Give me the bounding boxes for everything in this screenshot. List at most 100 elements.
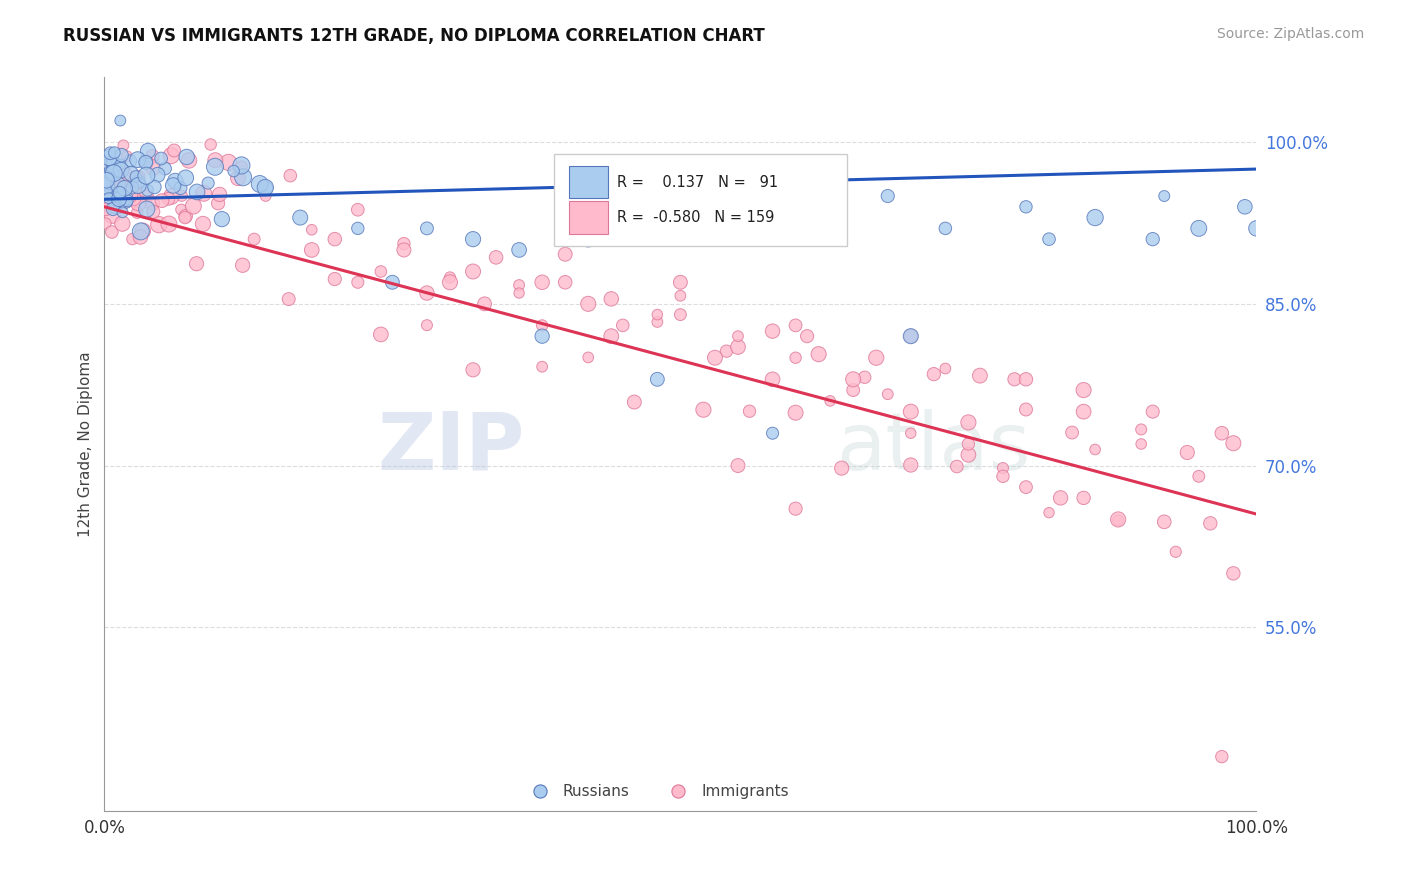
Point: [170, 188, 193, 202]
Point: [1084, 442, 1107, 457]
Point: [1084, 211, 1107, 225]
Point: [222, 164, 245, 178]
Point: [900, 404, 922, 418]
Point: [991, 469, 1014, 483]
Point: [94, 202, 117, 217]
Point: [176, 150, 198, 164]
Point: [226, 171, 249, 186]
Point: [96, 177, 118, 191]
Point: [143, 180, 166, 194]
Point: [97, 182, 120, 196]
Point: [1015, 480, 1038, 494]
Point: [97, 191, 120, 205]
Point: [211, 212, 233, 227]
Point: [208, 187, 231, 202]
Point: [301, 243, 323, 257]
Point: [150, 194, 173, 208]
FancyBboxPatch shape: [554, 154, 848, 246]
Text: R =  -0.580   N = 159: R = -0.580 N = 159: [617, 210, 775, 225]
Point: [169, 181, 191, 195]
Point: [163, 144, 186, 158]
Point: [508, 278, 530, 293]
Point: [115, 194, 138, 208]
Point: [600, 292, 623, 306]
Point: [1130, 437, 1153, 451]
Point: [111, 205, 134, 219]
Point: [290, 211, 312, 225]
Point: [761, 372, 783, 386]
Point: [1073, 383, 1095, 397]
Point: [217, 155, 239, 169]
Point: [969, 368, 991, 383]
Point: [439, 270, 461, 285]
Point: [204, 160, 226, 174]
Point: [1015, 372, 1038, 386]
Point: [127, 178, 149, 193]
Point: [612, 318, 634, 333]
Point: [346, 202, 368, 217]
Point: [114, 191, 136, 205]
Point: [323, 232, 346, 246]
Point: [132, 224, 155, 238]
Point: [141, 196, 163, 211]
Point: [785, 501, 807, 516]
Text: Source: ZipAtlas.com: Source: ZipAtlas.com: [1216, 27, 1364, 41]
Point: [1199, 516, 1222, 531]
Point: [508, 243, 530, 257]
Point: [108, 199, 131, 213]
Point: [101, 225, 124, 239]
Point: [153, 161, 176, 176]
Point: [111, 217, 134, 231]
Point: [900, 329, 922, 343]
Point: [669, 275, 692, 289]
Point: [957, 437, 980, 451]
Point: [991, 461, 1014, 475]
Point: [277, 292, 299, 306]
Point: [94, 216, 117, 230]
Point: [135, 202, 157, 216]
Point: [97, 180, 120, 194]
Point: [135, 169, 157, 183]
Point: [1004, 372, 1026, 386]
Point: [204, 153, 226, 168]
Point: [112, 138, 135, 153]
Point: [107, 178, 129, 192]
Point: [1188, 221, 1211, 235]
Point: [125, 175, 148, 189]
Point: [301, 223, 323, 237]
Point: [135, 189, 157, 203]
Point: [110, 163, 132, 178]
Point: [381, 275, 404, 289]
Point: [141, 149, 163, 163]
Point: [254, 180, 277, 194]
Point: [1142, 232, 1164, 246]
Point: [807, 347, 830, 361]
Point: [1164, 545, 1187, 559]
Point: [104, 190, 127, 204]
Point: [1222, 566, 1244, 581]
Point: [142, 204, 165, 219]
Point: [796, 329, 818, 343]
Point: [157, 217, 180, 231]
Point: [193, 186, 215, 201]
Point: [278, 169, 301, 183]
Point: [647, 372, 669, 386]
Point: [1153, 189, 1175, 203]
Point: [727, 340, 749, 354]
Point: [1073, 404, 1095, 418]
Point: [1130, 422, 1153, 436]
Point: [111, 177, 134, 191]
Point: [416, 221, 439, 235]
Point: [101, 208, 124, 222]
Point: [761, 324, 783, 338]
Point: [818, 393, 841, 408]
Point: [101, 155, 124, 169]
Point: [531, 359, 554, 374]
Point: [865, 351, 887, 365]
Point: [110, 113, 132, 128]
Point: [101, 158, 124, 172]
Point: [416, 286, 439, 301]
Point: [174, 211, 197, 225]
Point: [165, 174, 187, 188]
Point: [157, 192, 180, 206]
